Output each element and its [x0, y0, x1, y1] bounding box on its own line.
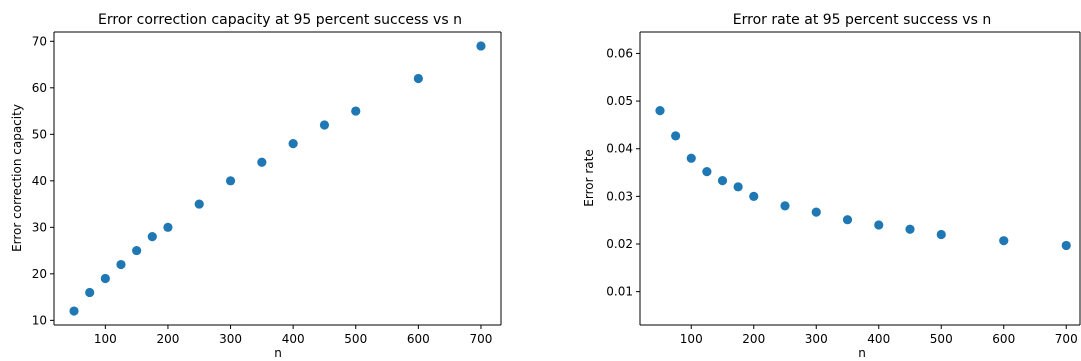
- data-point: [702, 166, 712, 177]
- x-tick-label: 500: [930, 332, 953, 346]
- data-point: [69, 306, 79, 316]
- data-point: [905, 224, 915, 234]
- x-tick-label: 100: [680, 332, 703, 346]
- data-point: [874, 220, 884, 230]
- y-tick-label: 0.04: [606, 142, 633, 156]
- x-tick-label: 200: [156, 332, 179, 346]
- x-tick-label: 300: [805, 332, 828, 346]
- data-point: [257, 157, 267, 167]
- data-point: [147, 232, 157, 242]
- x-tick-label: 700: [470, 332, 493, 346]
- data-point: [225, 176, 236, 186]
- x-tick-label: 400: [282, 332, 305, 346]
- data-point: [85, 287, 95, 298]
- data-point: [1061, 240, 1071, 251]
- data-point: [351, 106, 361, 116]
- x-tick-label: 100: [94, 332, 117, 346]
- x-tick-label: 300: [219, 332, 242, 346]
- y-axis-label: Error correction capacity: [10, 104, 24, 252]
- data-point: [476, 41, 486, 51]
- chart-title: Error rate at 95 percent success vs n: [733, 12, 991, 28]
- y-tick-label: 0.02: [606, 237, 633, 251]
- x-tick-label: 400: [867, 332, 890, 346]
- x-axis-ticks: 100 200 300 400 500 600 700: [94, 325, 493, 346]
- y-tick-label: 0.01: [606, 285, 633, 299]
- data-point: [733, 182, 743, 192]
- y-tick-label: 10: [32, 313, 47, 327]
- data-point: [163, 222, 173, 232]
- y-tick-label: 0.05: [606, 94, 633, 108]
- y-axis-ticks: 10 20 30 40 50 60 70: [32, 34, 54, 327]
- data-point: [842, 215, 853, 225]
- x-axis-label: n: [858, 346, 866, 360]
- y-tick-label: 30: [32, 220, 47, 234]
- data-point: [655, 106, 665, 116]
- x-tick-label: 500: [344, 332, 367, 346]
- data-point: [686, 153, 696, 163]
- data-point: [319, 120, 330, 130]
- chart-title: Error correction capacity at 95 percent …: [98, 12, 462, 28]
- data-point: [100, 273, 110, 284]
- y-tick-label: 50: [32, 127, 47, 141]
- axes-spines: [53, 31, 502, 326]
- axes-spines: [639, 31, 1081, 326]
- data-point: [780, 201, 790, 211]
- data-point: [413, 73, 423, 84]
- y-tick-label: 60: [32, 81, 47, 95]
- x-tick-label: 600: [992, 332, 1015, 346]
- data-point: [194, 199, 204, 209]
- x-axis-label: n: [274, 346, 282, 360]
- y-tick-label: 70: [32, 34, 47, 48]
- scatter-points: [69, 41, 486, 316]
- y-tick-label: 20: [32, 267, 47, 281]
- data-point: [936, 229, 946, 240]
- x-tick-label: 700: [1055, 332, 1078, 346]
- scatter-points: [655, 106, 1071, 251]
- y-axis-label: Error rate: [582, 149, 596, 206]
- chart-panel-capacity: Error correction capacity at 95 percent …: [10, 12, 502, 360]
- data-point: [717, 176, 728, 186]
- x-axis-ticks: 100 200 300 400 500 600 700: [680, 325, 1078, 346]
- data-point: [132, 245, 142, 256]
- x-tick-label: 200: [742, 332, 765, 346]
- data-point: [116, 259, 126, 270]
- data-point: [999, 236, 1009, 246]
- y-tick-label: 0.06: [606, 46, 633, 60]
- y-axis-ticks: 0.01 0.02 0.03 0.04 0.05 0.06: [606, 46, 640, 299]
- data-point: [288, 139, 298, 149]
- x-tick-label: 600: [407, 332, 430, 346]
- y-tick-label: 40: [32, 174, 47, 188]
- y-tick-label: 0.03: [606, 189, 633, 203]
- data-point: [749, 191, 759, 201]
- data-point: [671, 131, 681, 141]
- chart-panel-error-rate: Error rate at 95 percent success vs n n …: [582, 12, 1081, 360]
- data-point: [811, 207, 821, 217]
